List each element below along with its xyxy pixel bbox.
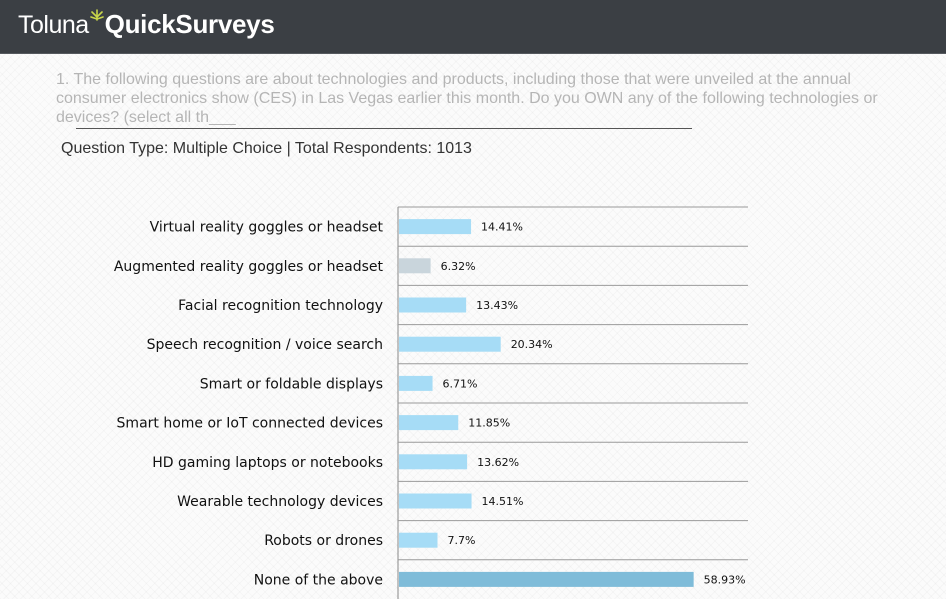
data-bar xyxy=(399,297,467,313)
category-label: Speech recognition / voice search xyxy=(147,337,383,353)
category-label: HD gaming laptops or notebooks xyxy=(152,455,383,471)
data-bar xyxy=(399,336,501,352)
value-label: 13.43% xyxy=(476,299,518,312)
value-label: 13.62% xyxy=(477,456,519,469)
logo-toluna-text: Toluna xyxy=(18,11,89,39)
toluna-quicksurveys-logo[interactable]: Toluna QuickSurveys xyxy=(18,8,275,40)
logo-quicksurveys-text: QuickSurveys xyxy=(104,9,275,39)
category-label: Smart home or IoT connected devices xyxy=(117,416,383,432)
question-divider xyxy=(76,128,692,129)
category-label: Augmented reality goggles or headset xyxy=(114,259,384,275)
data-bar xyxy=(399,493,472,509)
question-meta: Question Type: Multiple Choice | Total R… xyxy=(61,140,472,157)
value-label: 7.7% xyxy=(448,534,476,547)
category-label: Wearable technology devices xyxy=(177,494,383,510)
category-label: None of the above xyxy=(254,572,383,588)
data-bar xyxy=(399,375,433,391)
category-label: Smart or foldable displays xyxy=(200,376,383,392)
value-label: 6.71% xyxy=(443,377,478,390)
category-label: Virtual reality goggles or headset xyxy=(150,220,384,236)
data-bar xyxy=(399,415,459,431)
value-label: 6.32% xyxy=(441,260,476,273)
data-bar xyxy=(399,532,438,548)
value-label: 14.41% xyxy=(481,221,523,234)
data-bar xyxy=(399,454,468,470)
leaf-icon xyxy=(89,9,104,21)
app-header: Toluna QuickSurveys xyxy=(0,0,946,54)
category-label: Facial recognition technology xyxy=(178,298,383,314)
category-label: Robots or drones xyxy=(264,533,383,549)
data-bar xyxy=(399,258,431,274)
value-label: 58.93% xyxy=(704,573,746,586)
data-bar xyxy=(399,571,694,587)
data-bar xyxy=(399,219,472,235)
value-label: 20.34% xyxy=(511,338,553,351)
value-label: 11.85% xyxy=(468,417,510,430)
question-text: 1. The following questions are about tec… xyxy=(56,71,878,126)
value-label: 14.51% xyxy=(482,495,524,508)
